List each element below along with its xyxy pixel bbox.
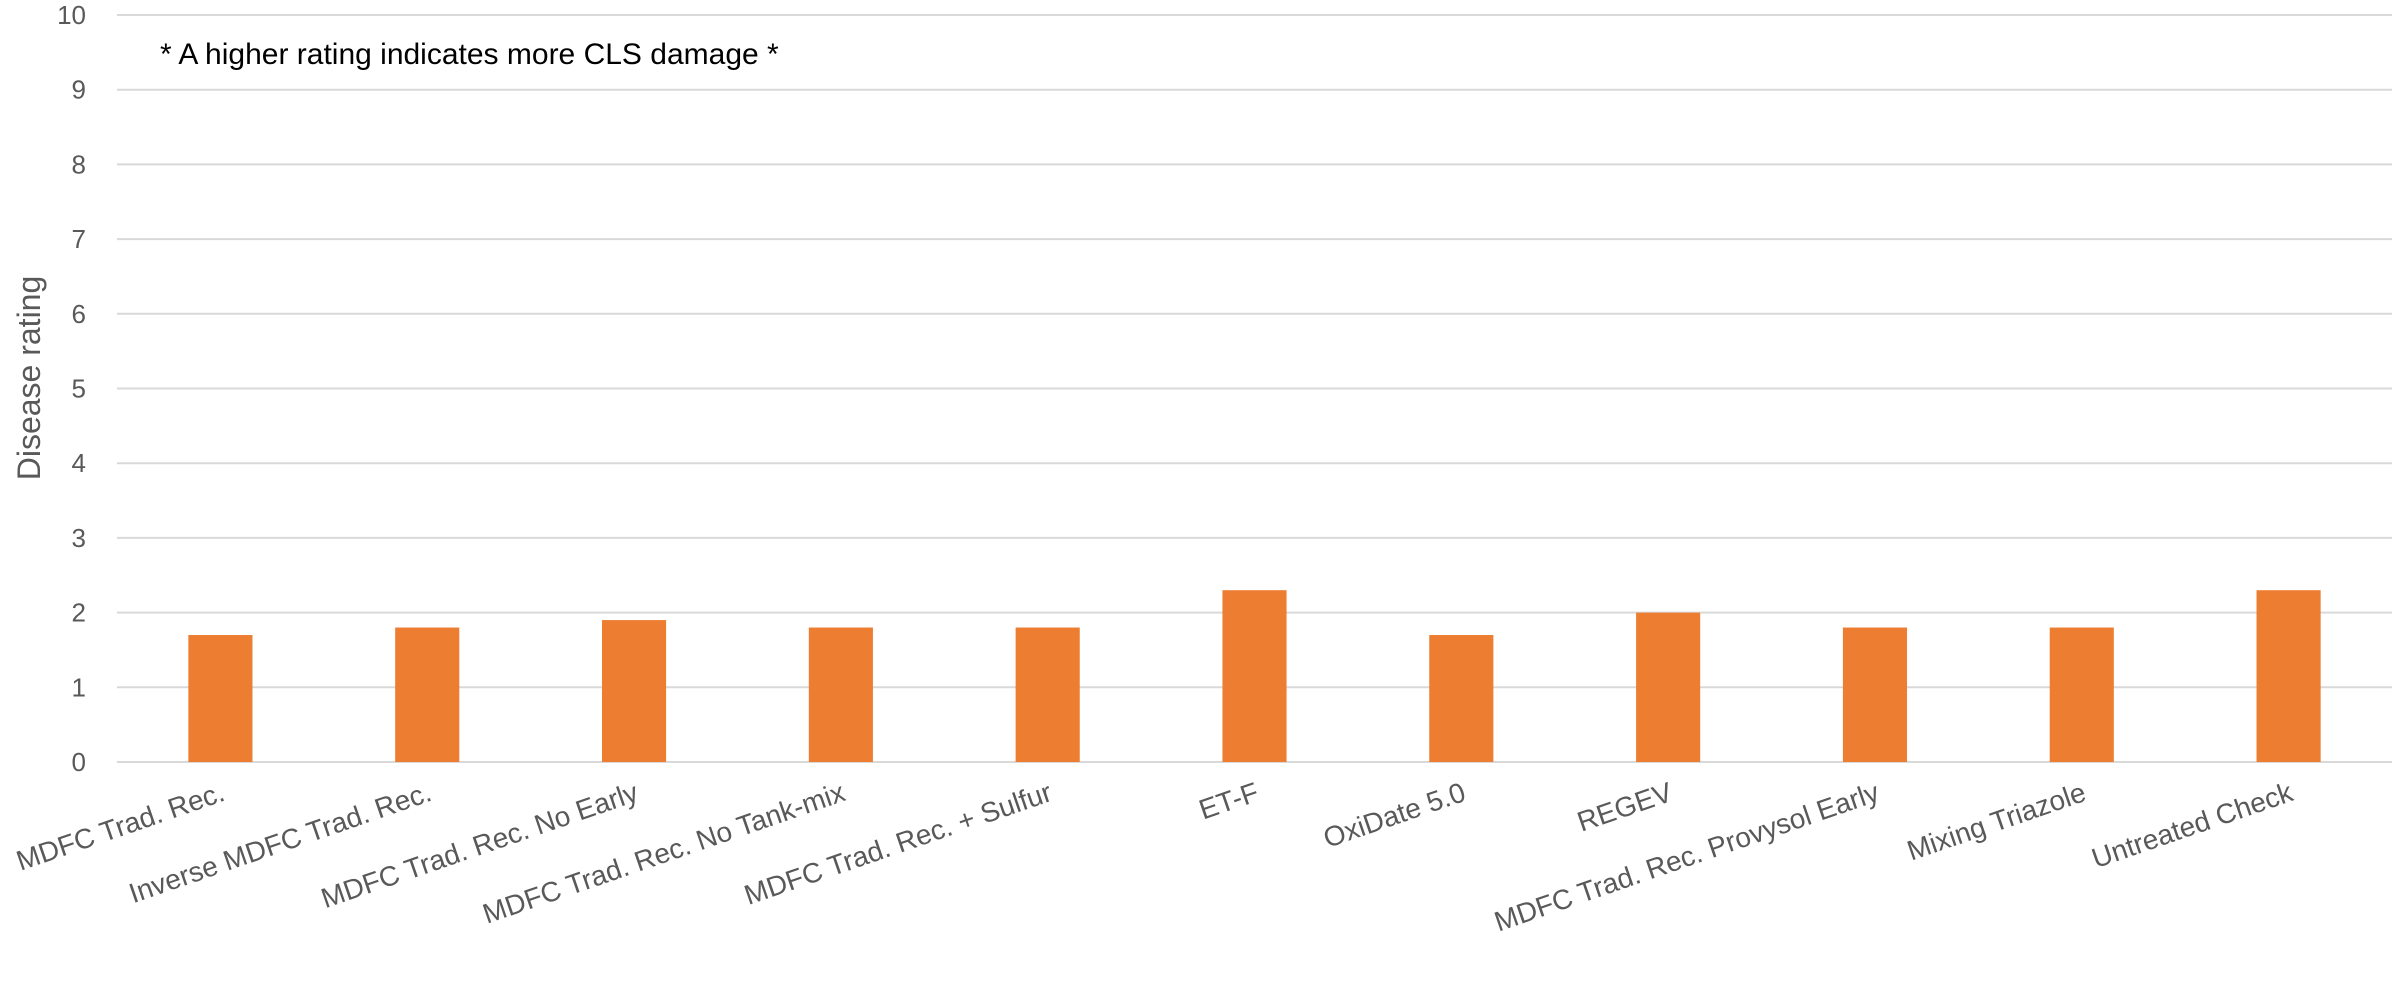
y-tick-label: 8 xyxy=(72,149,86,179)
bar xyxy=(2049,627,2114,762)
y-tick-label: 2 xyxy=(72,598,86,628)
y-tick-label: 10 xyxy=(57,0,86,30)
y-tick-label: 4 xyxy=(72,448,86,478)
bar xyxy=(188,635,253,762)
y-tick-label: 5 xyxy=(72,374,86,404)
y-tick-label: 3 xyxy=(72,523,86,553)
bar xyxy=(808,627,873,762)
chart-annotation: * A higher rating indicates more CLS dam… xyxy=(160,38,779,71)
y-tick-labels: 0 1 2 3 4 5 6 7 8 9 10 xyxy=(57,0,86,777)
y-tick-label: 6 xyxy=(72,299,86,329)
bar xyxy=(1015,627,1080,762)
category-label: MDFC Trad. Rec. Provysol Early xyxy=(1490,776,1883,937)
category-label: REGEV xyxy=(1573,776,1676,837)
y-tick-label: 9 xyxy=(72,75,86,105)
category-labels: MDFC Trad. Rec.Inverse MDFC Trad. Rec.MD… xyxy=(12,776,2297,937)
bar xyxy=(2256,590,2321,762)
y-axis-title: Disease rating xyxy=(11,276,47,481)
bar xyxy=(601,620,667,762)
gridlines xyxy=(117,14,2392,763)
y-tick-label: 7 xyxy=(72,224,86,254)
category-label: Mixing Triazole xyxy=(1903,776,2090,866)
bar xyxy=(395,627,460,762)
bar xyxy=(1429,635,1494,762)
category-label: OxiDate 5.0 xyxy=(1319,776,1469,853)
bars xyxy=(188,590,2321,762)
bar xyxy=(1842,627,1908,762)
category-label: ET-F xyxy=(1195,776,1262,825)
y-tick-label: 1 xyxy=(72,672,86,702)
bar xyxy=(1636,612,1701,762)
y-tick-label: 0 xyxy=(72,747,86,777)
category-label: Untreated Check xyxy=(2088,776,2298,874)
category-label: MDFC Trad. Rec. No Tank-mix xyxy=(479,776,849,929)
bar xyxy=(1222,590,1287,762)
